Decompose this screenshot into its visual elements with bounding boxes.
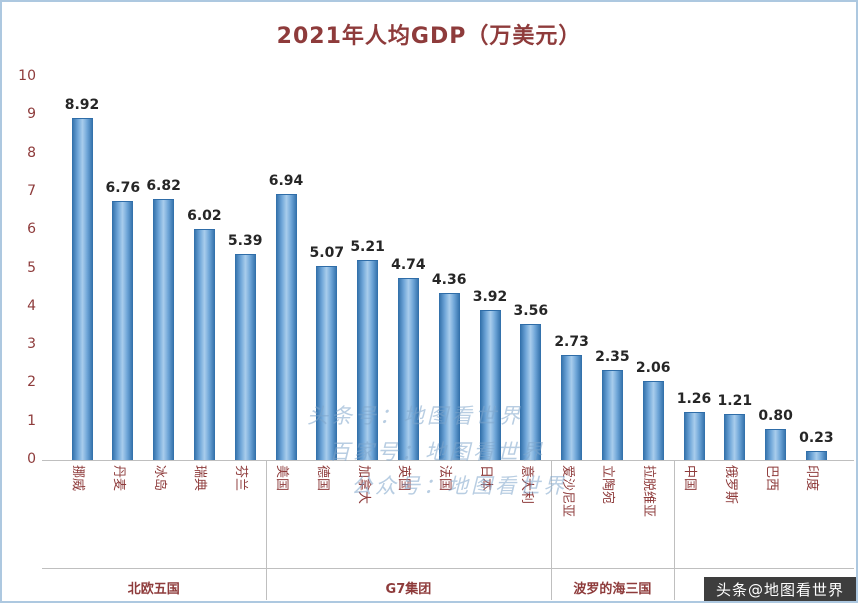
bar-value-label: 5.21: [350, 239, 385, 255]
bar: [765, 429, 787, 460]
bar: [112, 201, 134, 460]
bar-value-label: 2.35: [595, 349, 630, 365]
bar: [724, 414, 746, 460]
bar: [683, 412, 705, 460]
x-axis-line: [42, 460, 854, 461]
bar: [561, 355, 583, 460]
y-axis-tick-label: 10: [18, 68, 36, 84]
bar-value-label: 6.94: [268, 173, 304, 189]
bar-value-label: 8.92: [64, 97, 100, 113]
group-label: G7集团: [385, 582, 432, 597]
group-separator-line: [265, 460, 267, 600]
y-axis-tick-label: 4: [27, 297, 36, 314]
bar: [357, 260, 379, 460]
watermark-line-3: 公众号：地图看世界: [351, 474, 567, 498]
y-axis-tick-label: 8: [27, 144, 36, 161]
bar: [438, 293, 460, 460]
bar-value-label: 0.23: [799, 430, 834, 446]
bar: [805, 451, 827, 460]
bar: [153, 199, 175, 460]
y-axis-tick-label: 2: [27, 374, 36, 391]
group-label: 北欧五国: [127, 582, 180, 597]
group-separator-line: [551, 460, 553, 600]
bar-value-label: 4.74: [391, 257, 426, 273]
watermark-line-2: 百家号：地图看世界: [329, 440, 545, 464]
bar: [275, 194, 297, 460]
y-axis-tick-label: 6: [27, 221, 36, 238]
y-axis-tick-label: 5: [27, 259, 36, 276]
y-axis-tick-label: 7: [27, 182, 36, 199]
bar: [601, 370, 623, 460]
bar: [642, 381, 664, 460]
bar: [520, 324, 542, 460]
watermark-line-1: 头条号：地图看世界: [307, 404, 523, 428]
bar-value-label: 5.39: [227, 233, 263, 249]
chart-title: 2021年人均GDP（万美元）: [276, 24, 582, 49]
y-axis-tick-label: 1: [27, 412, 36, 429]
category-label: 印度: [804, 465, 820, 492]
bar-value-label: 1.21: [717, 393, 753, 409]
bar: [193, 229, 215, 460]
y-axis-tick-label: 9: [27, 106, 36, 123]
bar: [397, 278, 419, 460]
bar-value-label: 2.73: [554, 334, 589, 350]
bar: [234, 254, 256, 460]
bar-value-label: 6.02: [187, 208, 222, 224]
author-badge: 头条@地图看世界: [703, 577, 856, 601]
category-divider-line: [42, 568, 854, 569]
bar-value-label: 6.82: [146, 178, 181, 194]
y-axis-tick-label: 3: [27, 336, 36, 353]
bar-value-label: 3.56: [513, 303, 549, 319]
group-label: 波罗的海三国: [573, 582, 652, 597]
bar: [479, 310, 501, 460]
bar-value-label: 5.07: [309, 245, 345, 261]
bar-value-label: 6.76: [105, 180, 141, 196]
bar: [316, 266, 338, 460]
bar-value-label: 0.80: [758, 408, 793, 424]
bar: [71, 118, 93, 460]
bar-value-label: 4.36: [431, 272, 467, 288]
y-axis-tick-label: 0: [27, 451, 36, 467]
bar-value-label: 1.26: [676, 391, 712, 407]
bar-value-label: 2.06: [635, 360, 671, 376]
bar-value-label: 3.92: [472, 289, 508, 305]
group-separator-line: [673, 460, 675, 600]
